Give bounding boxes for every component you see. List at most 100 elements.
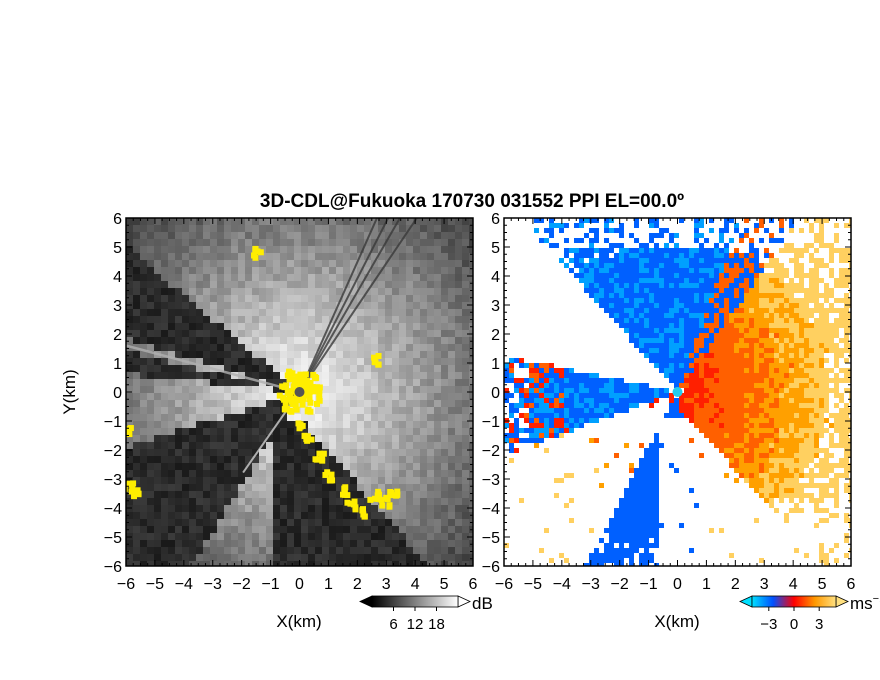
reflectivity-cell — [413, 386, 420, 393]
velocity-cell — [569, 403, 574, 408]
velocity-cell — [599, 408, 604, 413]
reflectivity-cell — [224, 337, 231, 344]
reflectivity-cell — [182, 414, 189, 421]
reflectivity-cell — [315, 295, 322, 302]
reflectivity-cell — [154, 365, 161, 372]
reflectivity-cell — [189, 316, 196, 323]
reflectivity-cell — [259, 512, 266, 519]
reflectivity-cell — [238, 295, 245, 302]
reflectivity-cell — [126, 477, 133, 484]
velocity-cell — [724, 218, 729, 223]
reflectivity-cell — [182, 246, 189, 253]
velocity-cell — [834, 388, 839, 393]
reflectivity-cell — [427, 547, 434, 554]
reflectivity-cell — [329, 407, 336, 414]
reflectivity-cell — [399, 323, 406, 330]
reflectivity-cell — [231, 512, 238, 519]
reflectivity-cell — [245, 239, 252, 246]
velocity-cell — [644, 268, 649, 273]
velocity-cell — [574, 253, 579, 258]
velocity-cell — [574, 258, 579, 263]
velocity-cell — [554, 428, 559, 433]
velocity-cell — [714, 333, 719, 338]
reflectivity-cell — [462, 358, 469, 365]
velocity-cell — [539, 393, 544, 398]
velocity-cell — [824, 343, 829, 348]
clutter-cell — [386, 502, 393, 509]
reflectivity-cell — [252, 218, 259, 225]
velocity-cell — [629, 298, 634, 303]
reflectivity-cell — [161, 547, 168, 554]
reflectivity-cell — [434, 386, 441, 393]
reflectivity-cell — [441, 470, 448, 477]
reflectivity-cell — [350, 372, 357, 379]
reflectivity-cell — [217, 379, 224, 386]
velocity-cell — [769, 388, 774, 393]
reflectivity-cell — [182, 435, 189, 442]
velocity-cell — [539, 363, 544, 368]
velocity-cell — [649, 303, 654, 308]
reflectivity-cell — [336, 547, 343, 554]
velocity-cell — [694, 313, 699, 318]
velocity-cell — [729, 423, 734, 428]
reflectivity-cell — [217, 281, 224, 288]
velocity-cell — [734, 363, 739, 368]
velocity-cell — [629, 233, 634, 238]
reflectivity-cell — [161, 225, 168, 232]
velocity-cell — [844, 328, 849, 333]
velocity-cell — [589, 293, 594, 298]
reflectivity-cell — [217, 540, 224, 547]
reflectivity-cell — [378, 302, 385, 309]
velocity-cell — [594, 378, 599, 383]
reflectivity-cell — [343, 407, 350, 414]
reflectivity-cell — [133, 365, 140, 372]
reflectivity-cell — [259, 386, 266, 393]
clutter-cell — [328, 471, 335, 478]
reflectivity-cell — [406, 428, 413, 435]
reflectivity-cell — [147, 449, 154, 456]
reflectivity-cell — [287, 498, 294, 505]
velocity-cell — [654, 393, 659, 398]
reflectivity-cell — [336, 316, 343, 323]
reflectivity-cell — [315, 484, 322, 491]
reflectivity-cell — [168, 358, 175, 365]
velocity-cell — [714, 308, 719, 313]
reflectivity-cell — [133, 554, 140, 561]
reflectivity-cell — [196, 274, 203, 281]
velocity-cell — [514, 423, 519, 428]
velocity-cell — [684, 253, 689, 258]
velocity-cell — [779, 428, 784, 433]
velocity-cell — [719, 268, 724, 273]
reflectivity-cell — [161, 407, 168, 414]
reflectivity-cell — [336, 505, 343, 512]
reflectivity-cell — [448, 309, 455, 316]
velocity-cell — [634, 238, 639, 243]
velocity-cell — [799, 348, 804, 353]
reflectivity-cell — [441, 526, 448, 533]
velocity-cell — [714, 318, 719, 323]
reflectivity-cell — [364, 365, 371, 372]
reflectivity-cell — [175, 554, 182, 561]
velocity-cell — [749, 273, 754, 278]
velocity-cell — [674, 288, 679, 293]
velocity-cell — [714, 323, 719, 328]
velocity-cell — [844, 283, 849, 288]
reflectivity-cell — [343, 526, 350, 533]
velocity-cell — [729, 323, 734, 328]
reflectivity-cell — [210, 512, 217, 519]
reflectivity-cell — [343, 393, 350, 400]
reflectivity-cell — [126, 253, 133, 260]
reflectivity-cell — [406, 253, 413, 260]
reflectivity-cell — [413, 414, 420, 421]
reflectivity-cell — [308, 337, 315, 344]
velocity-cell — [714, 383, 719, 388]
velocity-cell — [589, 413, 594, 418]
reflectivity-cell — [392, 232, 399, 239]
velocity-cell — [849, 268, 851, 273]
velocity-cell — [634, 273, 639, 278]
reflectivity-cell — [252, 442, 259, 449]
reflectivity-cell — [259, 316, 266, 323]
reflectivity-cell — [224, 519, 231, 526]
reflectivity-cell — [189, 246, 196, 253]
clutter-cell — [286, 376, 293, 383]
